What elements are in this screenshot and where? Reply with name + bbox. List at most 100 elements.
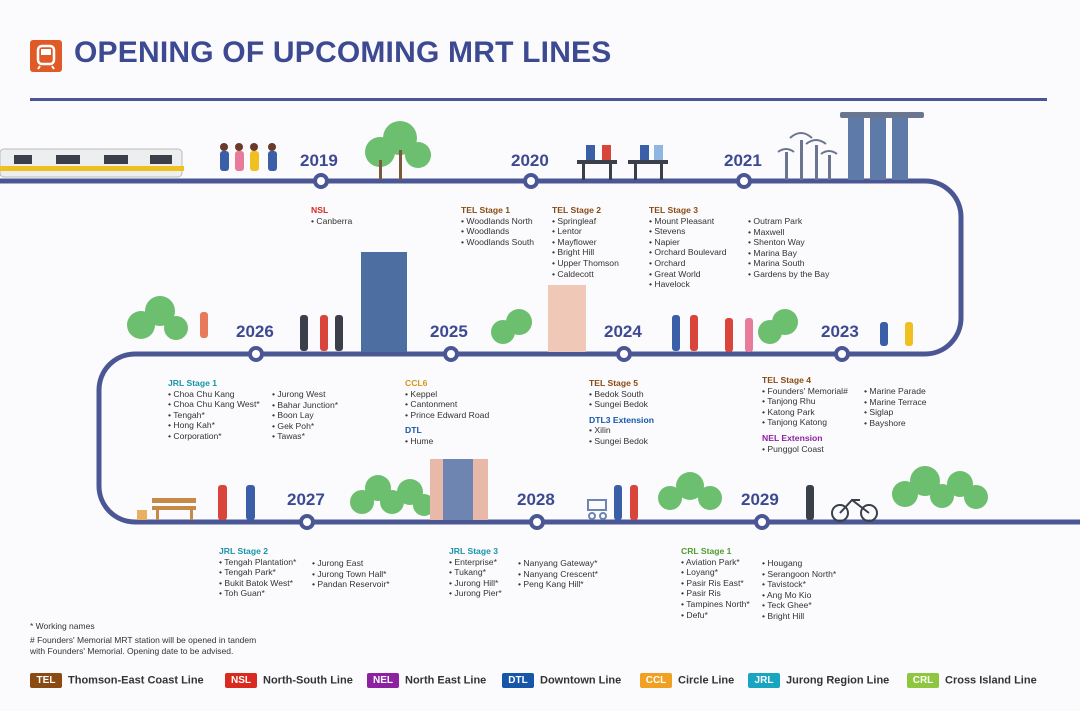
year-label: 2024 — [604, 322, 642, 341]
station-name: Stevens — [649, 226, 727, 237]
station-name: Punggol Coast — [762, 444, 848, 455]
station-name: Jurong West — [272, 389, 338, 400]
station-name: Defu* — [681, 610, 750, 621]
station-name: Mayflower — [552, 237, 619, 248]
group-heading: JRL Stage 2 — [219, 546, 269, 556]
legend-label: Downtown Line — [540, 674, 622, 687]
legend-item: CRL Cross Island Line — [907, 673, 1037, 688]
group-heading: DTL3 Extension — [589, 414, 654, 425]
group-heading: TEL Stage 3 — [649, 205, 699, 215]
station-list: Bedok SouthSungei Bedok — [589, 389, 654, 410]
station-list: Aviation Park*Loyang*Pasir Ris East*Pasi… — [681, 557, 750, 621]
station-name: Teck Ghee* — [762, 600, 836, 611]
tree-illustrations — [127, 121, 988, 516]
legend-label: Circle Line — [678, 674, 735, 687]
group-heading: JRL Stage 3 — [449, 546, 499, 556]
year-label: 2027 — [287, 490, 325, 509]
station-name: Havelock — [649, 279, 727, 290]
station-name: Bayshore — [864, 418, 927, 429]
station-list: Woodlands NorthWoodlandsWoodlands South — [461, 216, 534, 248]
bicycle-illustration — [831, 498, 878, 522]
group-heading: TEL Stage 2 — [552, 205, 602, 215]
marker-2021 — [736, 173, 752, 189]
marker-2028 — [529, 514, 545, 530]
station-list: KeppelCantonmentPrince Edward Road — [405, 389, 489, 421]
station-name: Shenton Way — [748, 237, 829, 248]
station-name: Peng Kang Hill* — [518, 579, 598, 590]
station-name: Xilin — [589, 425, 654, 436]
station-group-ccl6: CCL6 KeppelCantonmentPrince Edward Road … — [405, 378, 489, 447]
station-name: Siglap — [864, 407, 927, 418]
station-name: Bedok South — [589, 389, 654, 400]
year-label: 2025 — [430, 322, 468, 341]
group-heading: NEL Extension — [762, 432, 823, 443]
station-name: Pandan Reservoir* — [312, 579, 389, 590]
year-label: 2023 — [821, 322, 859, 341]
station-name: Nanyang Gateway* — [518, 558, 598, 569]
station-name: Mount Pleasant — [649, 216, 727, 227]
station-name: Pasir Ris — [681, 588, 750, 599]
footnotes: * Working names # Founders' Memorial MRT… — [30, 621, 256, 657]
legend-badge: TEL — [30, 673, 62, 688]
year-label: 2019 — [300, 151, 338, 170]
station-name: Marine Terrace — [864, 397, 926, 408]
station-name: Founders' Memorial# — [762, 386, 847, 397]
station-group-tel1: TEL Stage 1 Woodlands NorthWoodlandsWood… — [461, 205, 534, 247]
station-name: Pasir Ris East* — [681, 578, 750, 589]
legend-item: NEL North East Line — [367, 673, 486, 688]
bench-illustration — [137, 498, 196, 520]
marker-2020 — [523, 173, 539, 189]
legend-badge: NSL — [225, 673, 257, 688]
station-name: Sungei Bedok — [589, 436, 654, 447]
station-name: Orchard — [649, 258, 727, 269]
station-group-jrl2-cont: Jurong EastJurong Town Hall*Pandan Reser… — [312, 558, 390, 590]
station-list: Enterprise*Tukang*Jurong Hill*Jurong Pie… — [449, 557, 502, 599]
station-list: Mount PleasantStevensNapierOrchard Boule… — [649, 216, 727, 290]
station-name: Marina Bay — [748, 248, 829, 259]
legend-label: North East Line — [405, 674, 487, 687]
legend-label: Cross Island Line — [945, 674, 1037, 687]
station-name: Upper Thomson — [552, 258, 618, 269]
group-heading: CRL Stage 1 — [681, 546, 732, 556]
station-name: Boon Lay — [272, 410, 338, 421]
station-name: Jurong Town Hall* — [312, 569, 390, 580]
mrt-logo — [30, 40, 62, 72]
station-list: Founders' Memorial#Tanjong RhuKatong Par… — [762, 386, 848, 428]
station-group-jrl3: JRL Stage 3 Enterprise*Tukang*Jurong Hil… — [449, 546, 502, 599]
year-markers — [248, 173, 850, 530]
legend-item: CCL Circle Line — [640, 673, 734, 688]
station-group-nsl: NSL Canberra — [311, 205, 352, 226]
timeline-track — [0, 178, 1080, 525]
station-name: Outram Park — [748, 216, 829, 227]
marker-2027 — [299, 514, 315, 530]
station-name: Gek Poh* — [272, 421, 338, 432]
station-list: Nanyang Gateway*Nanyang Crescent*Peng Ka… — [518, 558, 598, 590]
footnote: * Working names — [30, 621, 95, 631]
legend-badge: NEL — [367, 673, 399, 688]
station-group-tel4-cont: Marine ParadeMarine TerraceSiglapBayshor… — [864, 386, 927, 429]
group-heading: TEL Stage 1 — [461, 205, 511, 215]
station-name: Katong Park — [762, 407, 848, 418]
legend-item: JRL Jurong Region Line — [748, 673, 889, 688]
station-name: Marine Parade — [864, 386, 927, 397]
station-name: Bahar Junction* — [272, 400, 338, 411]
station-group-crl1-cont: HougangSerangoon North*Tavistock*Ang Mo … — [762, 558, 836, 622]
group-heading: TEL Stage 5 — [589, 378, 639, 388]
station-list: Choa Chu KangChoa Chu Kang West*Tengah*H… — [168, 389, 260, 442]
station-name: Tanjong Rhu — [762, 396, 848, 407]
station-name: Corporation* — [168, 431, 260, 442]
station-name: Enterprise* — [449, 557, 502, 568]
legend-badge: CRL — [907, 673, 939, 688]
marker-2025 — [443, 346, 459, 362]
station-name: Choa Chu Kang — [168, 389, 260, 400]
station-name: Bukit Batok West* — [219, 578, 296, 589]
station-name: Keppel — [405, 389, 489, 400]
year-label: 2026 — [236, 322, 274, 341]
station-name: Prince Edward Road — [405, 410, 489, 421]
legend-badge: DTL — [502, 673, 534, 688]
station-name: Tengah* — [168, 410, 260, 421]
station-name: Maxwell — [748, 227, 829, 238]
station-name: Woodlands South — [461, 237, 534, 248]
station-list: Jurong WestBahar Junction*Boon LayGek Po… — [272, 389, 338, 442]
